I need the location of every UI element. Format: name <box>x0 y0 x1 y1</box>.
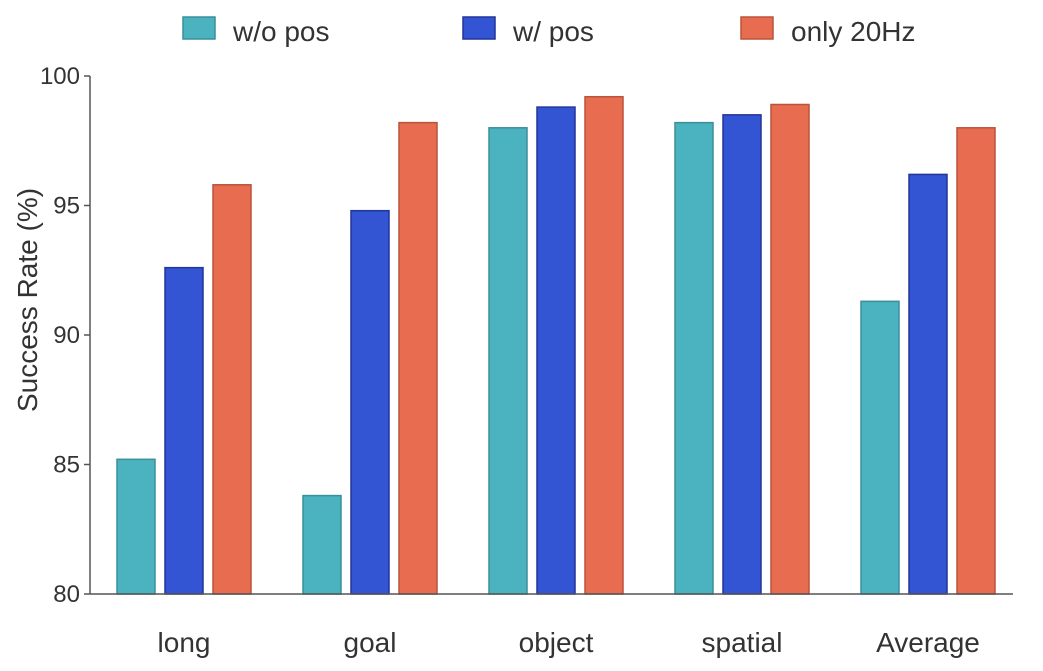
bar-average-series-2 <box>956 127 996 595</box>
x-tick-label: Average <box>876 627 980 658</box>
y-tick-label: 95 <box>53 193 80 220</box>
bar-object-series-2 <box>584 95 624 595</box>
y-tick-label: 100 <box>40 63 80 90</box>
legend-swatch <box>462 16 496 40</box>
legend-item: w/ pos <box>462 16 594 47</box>
bar-average-series-0 <box>860 300 900 595</box>
legend: w/o pos w/ pos only 20Hz <box>182 16 916 47</box>
bar-long-series-2 <box>212 184 252 595</box>
legend-label: w/ pos <box>512 16 594 47</box>
bar-long-series-1 <box>164 266 204 595</box>
bar-goal-series-1 <box>350 209 390 595</box>
bar-long-series-0 <box>116 458 156 595</box>
x-tick-label: goal <box>344 627 397 658</box>
legend-swatch <box>182 16 216 40</box>
x-tick-label: object <box>519 627 594 658</box>
legend-label: only 20Hz <box>791 16 916 47</box>
legend-label: w/o pos <box>232 16 330 47</box>
bar-spatial-series-0 <box>674 121 714 595</box>
legend-item: only 20Hz <box>740 16 916 47</box>
bar-goal-series-2 <box>398 121 438 595</box>
bar-object-series-0 <box>488 127 528 595</box>
x-tick-labels: long goal object spatial Average <box>158 627 980 658</box>
x-tick-label: spatial <box>702 627 783 658</box>
bar-spatial-series-1 <box>722 114 762 595</box>
bar-goal-series-0 <box>302 494 342 595</box>
bar-average-series-1 <box>908 173 948 595</box>
legend-item: w/o pos <box>182 16 330 47</box>
y-tick-label: 85 <box>53 452 80 479</box>
y-tick-label: 80 <box>53 581 80 608</box>
bars <box>116 95 996 595</box>
y-tick-label: 90 <box>53 322 80 349</box>
y-axis-title: Success Rate (%) <box>12 188 43 412</box>
legend-swatch <box>740 16 774 40</box>
y-ticks: 80 85 90 95 100 <box>40 63 90 608</box>
bar-object-series-1 <box>536 106 576 595</box>
x-tick-label: long <box>158 627 211 658</box>
bar-spatial-series-2 <box>770 103 810 595</box>
